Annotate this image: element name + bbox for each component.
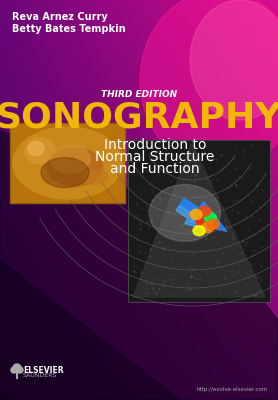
FancyArrow shape <box>180 198 227 232</box>
Ellipse shape <box>50 145 90 173</box>
Ellipse shape <box>83 170 108 184</box>
Ellipse shape <box>48 148 103 186</box>
Ellipse shape <box>13 364 21 372</box>
FancyArrow shape <box>176 206 212 231</box>
Polygon shape <box>0 260 180 400</box>
Ellipse shape <box>193 226 205 236</box>
Text: Normal Structure: Normal Structure <box>95 150 215 164</box>
Polygon shape <box>0 130 278 400</box>
Ellipse shape <box>196 216 208 226</box>
Ellipse shape <box>28 142 44 156</box>
Ellipse shape <box>207 219 219 229</box>
Ellipse shape <box>41 158 89 188</box>
Ellipse shape <box>17 367 23 373</box>
Bar <box>10 123 125 203</box>
Ellipse shape <box>13 127 122 199</box>
Ellipse shape <box>190 210 202 220</box>
Text: Introduction to: Introduction to <box>104 138 206 152</box>
Ellipse shape <box>199 206 211 216</box>
Ellipse shape <box>25 138 55 164</box>
Ellipse shape <box>204 213 216 223</box>
Ellipse shape <box>202 222 214 232</box>
Text: http://evolve.elsevier.com: http://evolve.elsevier.com <box>197 387 268 392</box>
Ellipse shape <box>190 0 278 120</box>
Text: ELSEVIER: ELSEVIER <box>23 366 64 375</box>
Ellipse shape <box>11 367 17 373</box>
Bar <box>10 123 125 203</box>
Text: SONOGRAPHY: SONOGRAPHY <box>0 100 278 134</box>
Polygon shape <box>133 143 265 297</box>
Ellipse shape <box>140 0 278 170</box>
Text: SAUNDERS: SAUNDERS <box>23 373 57 378</box>
Ellipse shape <box>149 184 220 241</box>
Bar <box>128 140 270 302</box>
Text: Betty Bates Tempkin: Betty Bates Tempkin <box>12 24 126 34</box>
Text: THIRD EDITION: THIRD EDITION <box>101 90 177 99</box>
Bar <box>128 140 270 302</box>
Text: Reva Arnez Curry: Reva Arnez Curry <box>12 12 108 22</box>
Text: and Function: and Function <box>110 162 200 176</box>
